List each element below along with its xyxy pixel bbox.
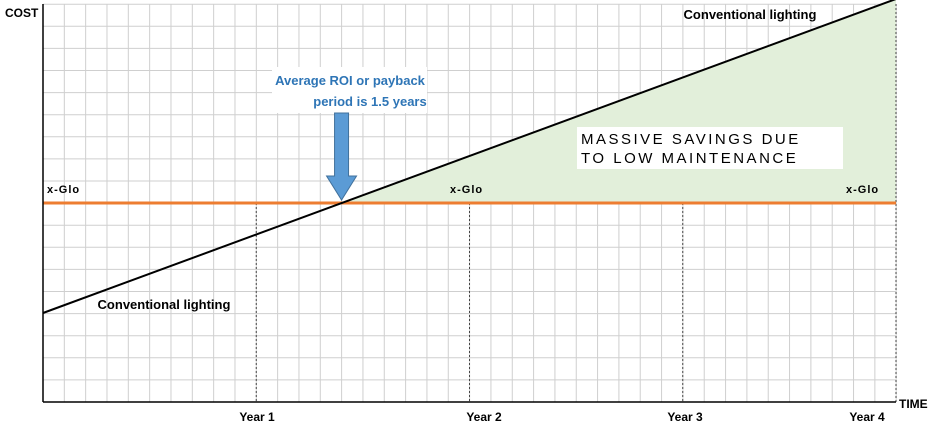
x-axis-label: TIME xyxy=(899,397,928,411)
year-gridlines xyxy=(255,4,897,402)
x-tick-label: Year 1 xyxy=(239,410,275,424)
x-tick-label: Year 2 xyxy=(466,410,502,424)
x-tick-label: Year 3 xyxy=(667,410,703,424)
x-tick-label: Year 4 xyxy=(849,410,885,424)
payback-callout-line2: period is 1.5 years xyxy=(313,94,426,109)
y-axis-label: COST xyxy=(5,6,39,20)
savings-label-line1: MASSIVE SAVINGS DUE xyxy=(581,131,801,148)
payback-arrow-icon xyxy=(325,112,358,201)
xglo-label-middle: x-Glo xyxy=(450,184,483,196)
conventional-lighting-label-top: Conventional lighting xyxy=(684,7,817,22)
x-tick-labels: Year 1 Year 2 Year 3 Year 4 xyxy=(239,410,885,424)
conventional-lighting-label-bottom: Conventional lighting xyxy=(98,297,231,312)
savings-label-bg xyxy=(577,127,843,169)
payback-callout-line1: Average ROI or payback xyxy=(275,73,426,88)
savings-label-line2: TO LOW MAINTENANCE xyxy=(581,150,798,167)
xglo-label-right: x-Glo xyxy=(846,184,879,196)
payback-callout-bg xyxy=(272,67,427,113)
series-line-conventional-lighting xyxy=(42,0,897,314)
xglo-label-left: x-Glo xyxy=(47,184,80,196)
